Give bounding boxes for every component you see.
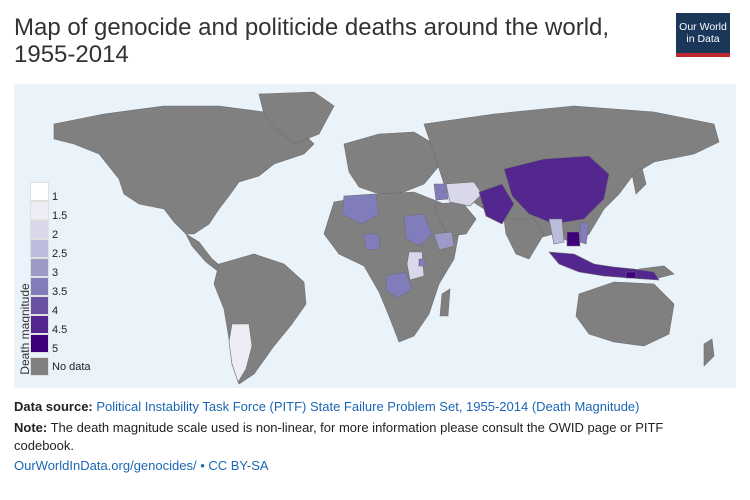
owid-logo[interactable]: Our World in Data [676, 13, 730, 57]
map-region-iraq [433, 183, 449, 201]
legend-swatch [30, 220, 49, 239]
legend-swatch [30, 334, 49, 353]
legend-item: 2.5 [30, 239, 100, 260]
legend-label: No data [52, 361, 91, 373]
map-madagascar [439, 288, 451, 317]
map-region-ethiopia [433, 231, 455, 251]
map-greenland [258, 91, 335, 145]
legend-item: 4 [30, 296, 100, 317]
map-europe [343, 131, 440, 195]
legend-swatch [30, 357, 49, 376]
legend-swatch [30, 315, 49, 334]
legend-label: 4 [52, 305, 59, 317]
map-region-rwanda [418, 258, 426, 267]
map-region-cambodia [566, 231, 581, 247]
map-region-algeria [341, 193, 380, 225]
legend-label: 2 [52, 229, 59, 241]
legend-label: 3 [52, 267, 59, 279]
legend-label: 1 [52, 191, 59, 203]
data-source: Data source: Political Instability Task … [14, 398, 734, 416]
legend-item: 1 [30, 182, 100, 203]
legend-swatch [30, 201, 49, 220]
map-japan [631, 167, 647, 195]
note-text: The death magnitude scale used is non-li… [14, 420, 664, 453]
legend-item: 5 [30, 334, 100, 355]
legend-item: 3 [30, 258, 100, 279]
world-map [14, 84, 736, 388]
map-new-zealand [703, 338, 715, 367]
map-south-america [213, 253, 307, 385]
map-india [503, 218, 545, 260]
map-region-indonesia [548, 251, 660, 281]
logo-line-1: Our World [679, 21, 727, 33]
logo-line-2: in Data [686, 33, 720, 45]
map-region-sudan [403, 213, 433, 247]
legend-item: 3.5 [30, 277, 100, 298]
map-region-nigeria [363, 233, 381, 251]
map-australia [575, 281, 675, 347]
legend-label: 1.5 [52, 210, 68, 222]
legend-label: 2.5 [52, 248, 68, 260]
map-region-burma [548, 218, 565, 245]
note: Note: The death magnitude scale used is … [14, 419, 714, 455]
legend-item: No data [30, 357, 100, 376]
license-link[interactable]: • CC BY-SA [200, 458, 269, 473]
map-region-vietnam [579, 221, 590, 245]
legend-item: 4.5 [30, 315, 100, 336]
map-region-drc [385, 271, 413, 299]
chart-title: Map of genocide and politicide deaths ar… [14, 14, 610, 68]
legend-label: 3.5 [52, 286, 68, 298]
legend-swatch [30, 258, 49, 277]
legend-label: 4.5 [52, 324, 68, 336]
legend-swatch [30, 277, 49, 296]
footer-links: OurWorldInData.org/genocides/ • CC BY-SA [14, 458, 269, 473]
legend-swatch [30, 239, 49, 258]
url-link[interactable]: OurWorldInData.org/genocides/ [14, 458, 197, 473]
legend-item: 2 [30, 220, 100, 241]
map-region-argentina-chile [228, 323, 253, 383]
legend: Death magnitude 1 1.5 2 2.5 3 3.5 4 4.5 … [14, 182, 94, 382]
legend-swatch [30, 182, 49, 201]
note-label: Note: [14, 420, 48, 435]
source-label: Data source: [14, 399, 93, 414]
map-region-pakistan-afghanistan [478, 183, 515, 225]
map-region-east-timor [625, 271, 637, 279]
legend-swatch [30, 296, 49, 315]
legend-item: 1.5 [30, 201, 100, 222]
legend-label: 5 [52, 343, 59, 355]
source-link[interactable]: Political Instability Task Force (PITF) … [96, 399, 640, 414]
map-region-iran [445, 181, 483, 207]
map-svg [53, 91, 720, 385]
map-region-china [503, 155, 610, 225]
